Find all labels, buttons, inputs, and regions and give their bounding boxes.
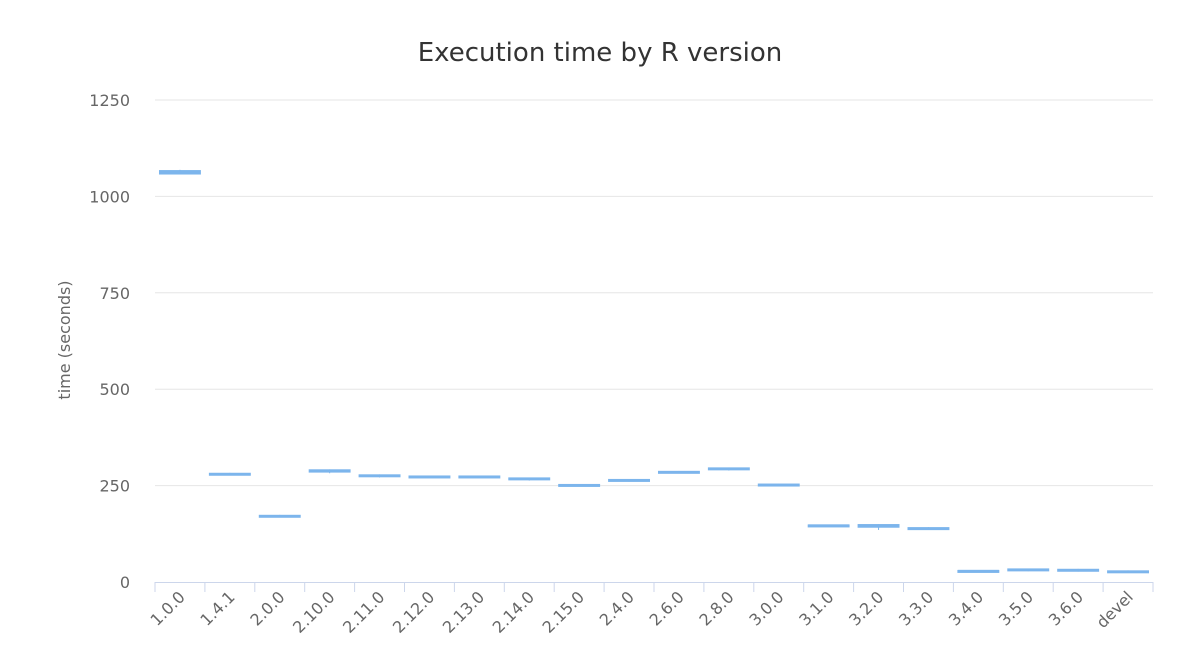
box-2.6.0 [657,470,700,474]
x-axis-tick-labels: 1.0.0 1.4.1 2.0.0 2.10.0 2.11.0 2.12.0 2.13.0 2… [147,587,1137,636]
box-3.0.0 [757,483,800,487]
box-2.14.0 [508,477,551,481]
box-3.2.0 [857,524,900,530]
x-tick-label: 2.8.0 [695,587,737,629]
box-3.4.0 [957,569,1000,573]
x-tick-label: 2.6.0 [646,587,688,629]
x-tick-label: 1.0.0 [147,587,189,629]
box-3.5.0 [1007,568,1050,572]
x-tick-label: 2.13.0 [439,587,488,636]
box-2.13.0 [458,475,501,479]
x-tick-label: 2.12.0 [389,587,438,636]
y-tick-label: 250 [99,477,130,496]
boxplot-series [158,169,1150,574]
x-tick-label: 3.0.0 [745,587,787,629]
x-tick-label: 2.0.0 [246,587,288,629]
box-2.10.0 [308,469,351,474]
x-tick-label: 3.2.0 [845,587,887,629]
x-tick-label: 2.14.0 [489,587,538,636]
box-1.4.1 [208,472,251,476]
box-devel [1107,570,1150,574]
box-2.11.0 [358,474,401,478]
x-tick-label: 2.10.0 [289,587,338,636]
box-3.6.0 [1057,568,1100,572]
box-1.0.0 [158,169,201,175]
box-2.12.0 [408,475,451,479]
x-tick-label: 2.4.0 [596,587,638,629]
box-2.0.0 [258,514,301,518]
x-axis [154,582,1154,592]
grid-lines [155,99,1153,487]
chart-title: Execution time by R version [418,38,783,68]
x-tick-label: 2.15.0 [539,587,588,636]
y-tick-label: 1000 [89,187,130,206]
x-tick-label: 2.11.0 [339,587,388,636]
y-tick-label: 1250 [89,91,130,110]
x-tick-label: 3.4.0 [945,587,987,629]
x-tick-label: 3.3.0 [895,587,937,629]
x-tick-label: 3.1.0 [795,587,837,629]
box-3.1.0 [807,524,850,528]
y-tick-label: 0 [120,573,130,592]
y-tick-label: 750 [99,284,130,303]
box-2.8.0 [707,467,750,471]
box-3.3.0 [907,527,950,531]
y-tick-label: 500 [99,380,130,399]
x-tick-label: 3.5.0 [995,587,1037,629]
x-tick-label: 1.4.1 [196,587,238,629]
box-2.15.0 [558,483,601,487]
y-axis-title: time (seconds) [55,280,74,399]
box-2.4.0 [608,478,651,482]
x-tick-label: devel [1092,587,1136,631]
y-axis-ticks: 0 250 500 750 1000 1250 [89,91,130,592]
x-tick-label: 3.6.0 [1045,587,1087,629]
